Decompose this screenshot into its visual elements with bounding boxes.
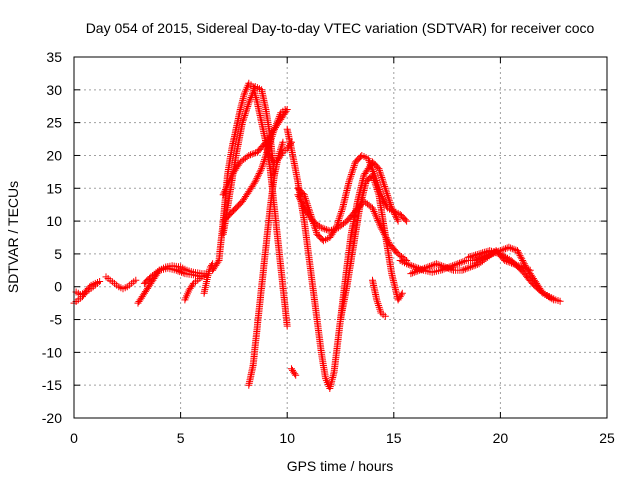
marker-points — [102, 273, 140, 293]
y-tick-label: -5 — [50, 312, 63, 328]
series-arc-second-3 — [337, 171, 406, 323]
series-arc-morning-2 — [140, 264, 206, 287]
marker-points — [140, 264, 206, 287]
series-arc-peak-1 — [209, 79, 295, 274]
marker-points — [209, 79, 295, 274]
series-arc-early-3 — [102, 273, 140, 293]
chart-title: Day 054 of 2015, Sidereal Day-to-day VTE… — [86, 20, 595, 36]
y-tick-label: 25 — [46, 115, 62, 131]
x-tick-label: 0 — [70, 430, 78, 446]
marker-points — [464, 247, 558, 304]
x-tick-labels: 0 5 10 15 20 25 — [70, 430, 615, 446]
y-tick-label: 15 — [46, 180, 62, 196]
series-arc-early-2 — [72, 279, 101, 299]
series-arc-second-4 — [369, 276, 389, 320]
y-tick-labels: -20 -15 -10 -5 0 5 10 15 20 25 30 35 — [42, 49, 62, 426]
grid-lines — [74, 57, 607, 418]
x-tick-label: 5 — [177, 430, 185, 446]
marker-points — [283, 125, 402, 392]
axis-ticks — [73, 56, 608, 419]
data-points — [70, 79, 564, 392]
marker-points — [369, 276, 389, 320]
series-arc-dip-4 — [288, 365, 300, 379]
marker-points — [72, 279, 101, 299]
x-axis-label: GPS time / hours — [287, 458, 394, 474]
series-arc-morning-3 — [181, 271, 210, 304]
y-tick-label: -20 — [42, 410, 62, 426]
y-tick-label: 20 — [46, 147, 62, 163]
x-tick-label: 10 — [279, 430, 295, 446]
y-tick-label: 0 — [54, 279, 62, 295]
series-arc-dip-1 — [283, 125, 402, 392]
series-arc-peak-4 — [219, 106, 291, 199]
marker-points — [219, 106, 291, 199]
x-tick-label: 25 — [599, 430, 615, 446]
y-tick-label: -15 — [42, 377, 62, 393]
x-tick-label: 15 — [386, 430, 402, 446]
y-tick-label: 10 — [46, 213, 62, 229]
marker-points — [200, 260, 217, 297]
marker-points — [262, 138, 291, 330]
x-tick-label: 20 — [493, 430, 509, 446]
marker-points — [288, 365, 300, 379]
y-tick-label: 35 — [46, 49, 62, 65]
marker-points — [337, 171, 406, 323]
series-arc-morning-4 — [200, 260, 217, 297]
series-arc-dip-3 — [262, 138, 291, 330]
y-axis-label: SDTVAR / TECUs — [5, 181, 21, 293]
marker-points — [181, 271, 210, 304]
series-arc-evening-3 — [464, 247, 558, 304]
plot-frame — [73, 56, 608, 419]
y-tick-label: 5 — [54, 246, 62, 262]
y-tick-label: -10 — [42, 344, 62, 360]
y-tick-label: 30 — [46, 82, 62, 98]
